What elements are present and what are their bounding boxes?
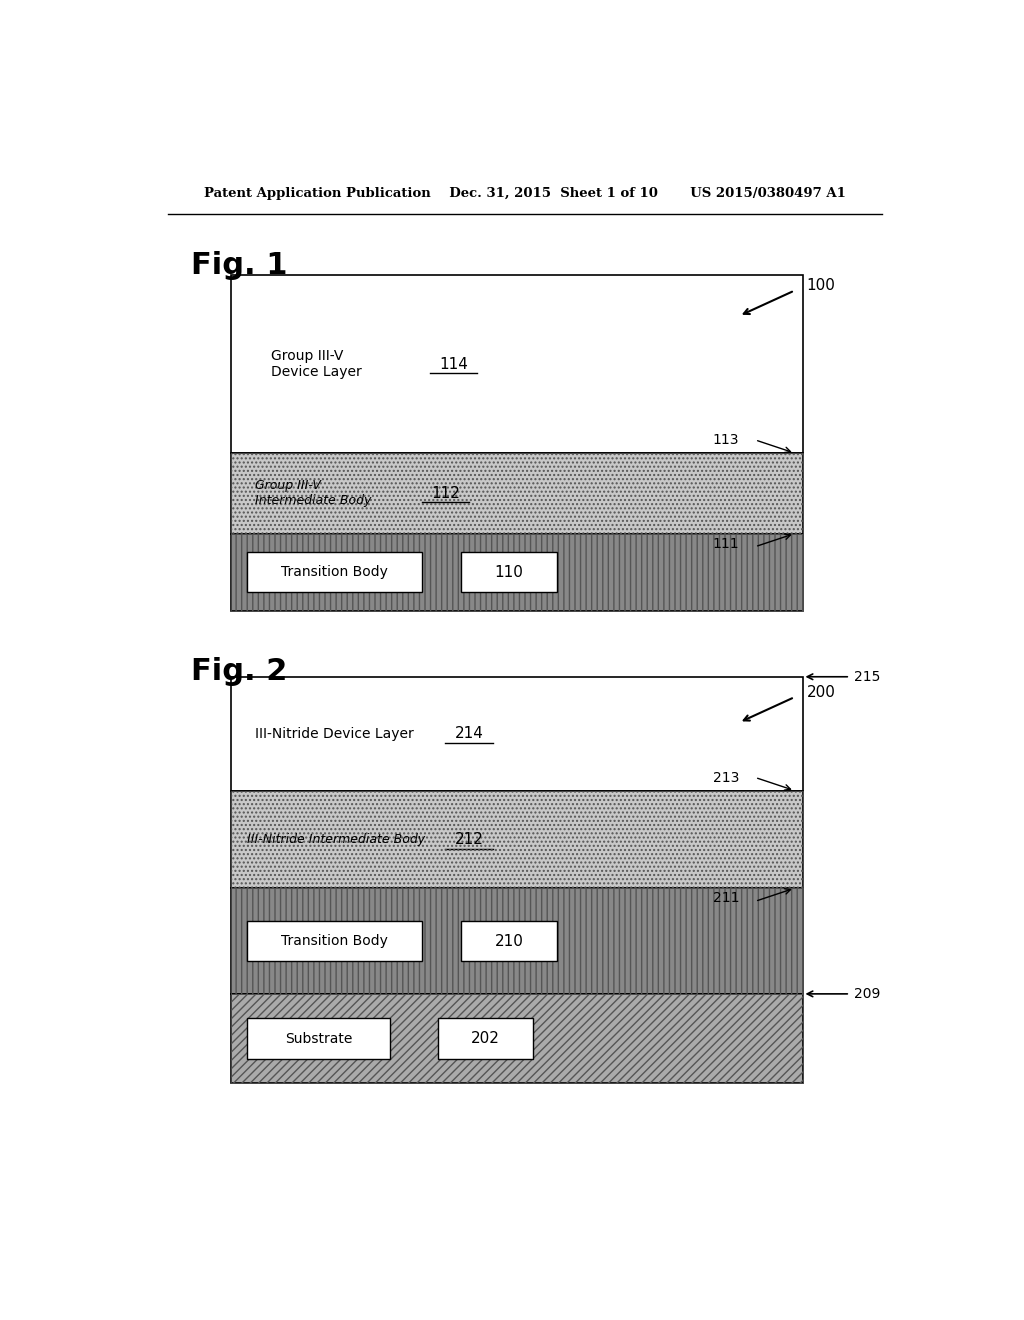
Text: Transition Body: Transition Body [281,935,388,948]
Text: Patent Application Publication    Dec. 31, 2015  Sheet 1 of 10       US 2015/038: Patent Application Publication Dec. 31, … [204,187,846,201]
Text: 112: 112 [431,486,460,500]
Text: Group III-V
Intermediate Body: Group III-V Intermediate Body [255,479,372,507]
Bar [437,1018,532,1059]
Text: 100: 100 [807,279,836,293]
Bar [247,1018,390,1059]
Bar [247,552,422,593]
Text: III-Nitride Device Layer: III-Nitride Device Layer [255,727,414,741]
Bar [231,276,803,453]
Bar [461,921,557,961]
Text: Group III-V
Device Layer: Group III-V Device Layer [270,348,361,379]
Text: 200: 200 [807,685,836,700]
Text: 211: 211 [713,891,739,906]
Bar [231,888,803,994]
Bar [231,994,803,1084]
Text: 210: 210 [495,933,523,949]
Bar [231,533,803,611]
Bar [231,453,803,533]
Bar [231,994,803,1084]
Bar [231,677,803,791]
Bar [231,888,803,994]
Bar [231,453,803,533]
Text: 113: 113 [713,433,739,447]
Text: 212: 212 [455,832,483,847]
Bar [231,791,803,888]
Text: Transition Body: Transition Body [281,565,388,579]
Text: 111: 111 [713,537,739,550]
Text: 202: 202 [471,1031,500,1047]
Text: 213: 213 [713,771,739,784]
Text: Substrate: Substrate [285,1032,352,1045]
Bar [247,921,422,961]
Text: 110: 110 [495,565,523,579]
Text: Fig. 1: Fig. 1 [191,251,288,280]
Text: 209: 209 [854,987,881,1001]
Text: Fig. 2: Fig. 2 [191,657,288,686]
Text: 114: 114 [439,356,468,372]
Text: III-Nitride Intermediate Body: III-Nitride Intermediate Body [247,833,425,846]
Text: 214: 214 [455,726,483,742]
Text: 215: 215 [854,669,881,684]
Bar [231,791,803,888]
Bar [461,552,557,593]
Bar [231,533,803,611]
